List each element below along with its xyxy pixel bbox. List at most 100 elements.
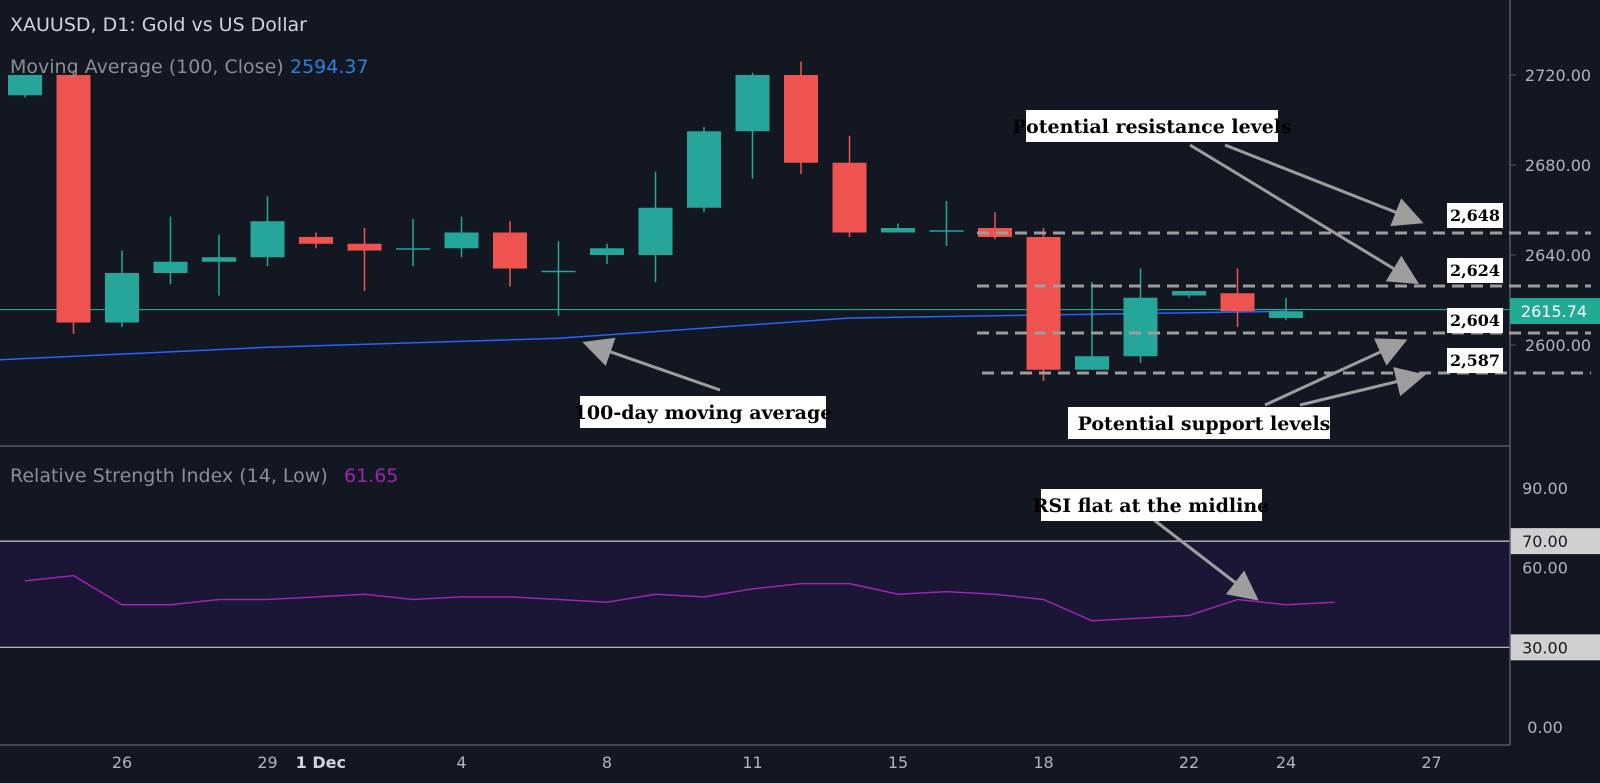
arrow-resistance-1: [1224, 143, 1424, 227]
arrow-ma: [582, 337, 721, 392]
axis-layer: 2720.002680.002640.002600.0090.0070.0060…: [112, 66, 1600, 772]
time-tick-label: 24: [1276, 753, 1296, 772]
candle: [1123, 268, 1158, 363]
level-label-2587: 2,587: [1450, 351, 1500, 370]
candle: [105, 250, 139, 327]
candle-body: [202, 257, 236, 262]
ma-layer: [0, 308, 1510, 361]
time-tick-label: 26: [112, 753, 132, 772]
candle: [493, 221, 527, 287]
time-tick-label: 15: [888, 753, 908, 772]
ma-label-box: [580, 396, 826, 428]
candle: [1269, 297, 1303, 321]
candle-body: [784, 75, 818, 163]
rsi-legend-label: Relative Strength Index (14, Low): [10, 465, 328, 487]
current-price-label: 2615.74: [1521, 302, 1587, 321]
candle-body: [590, 248, 624, 255]
arrow-support-2: [1299, 367, 1426, 407]
candle: [978, 212, 1012, 240]
level-box-2648: [1447, 203, 1503, 228]
level-box-2604: [1447, 308, 1503, 333]
candle-body: [444, 232, 479, 249]
rsi-tick-label: 0.00: [1527, 718, 1563, 737]
time-tick-label: 18: [1033, 753, 1053, 772]
candle-body: [1075, 356, 1109, 370]
ma-label: 100-day moving average: [574, 402, 833, 424]
ma-legend-value: 2594.37: [290, 56, 369, 78]
candle: [881, 223, 915, 233]
candle-body: [1123, 297, 1158, 357]
price-tick-label: 2680.00: [1525, 156, 1591, 175]
candle: [735, 72, 770, 179]
candle-body: [1026, 237, 1061, 370]
level-lines: [977, 231, 1591, 375]
rsi-label: RSI flat at the midline: [1033, 495, 1269, 517]
candle: [929, 201, 964, 246]
rsi-line: [24, 574, 1335, 622]
candle: [56, 70, 91, 334]
candle-body: [541, 270, 576, 273]
candle: [347, 228, 382, 291]
candle-body: [396, 248, 430, 250]
level-box-2624: [1447, 258, 1503, 283]
rsi-tick-label: 70.00: [1522, 532, 1568, 551]
candle: [638, 171, 673, 282]
candle-body: [250, 221, 285, 258]
candle-body: [1269, 311, 1303, 318]
level-box-2587: [1447, 348, 1503, 373]
candle: [832, 135, 867, 237]
rsi-band: [0, 541, 1510, 648]
candle-body: [347, 243, 382, 251]
time-tick-label: 4: [456, 753, 466, 772]
candle: [299, 232, 333, 249]
level-label-2624: 2,624: [1450, 261, 1500, 280]
candle: [687, 126, 721, 213]
candle: [590, 243, 624, 264]
candle: [784, 61, 818, 174]
candle-body: [832, 162, 867, 233]
candle: [250, 196, 285, 267]
time-tick-label: 1 Dec: [296, 753, 346, 772]
time-tick-label: 27: [1421, 753, 1441, 772]
price-tick-label: 2640.00: [1525, 246, 1591, 265]
current-price-tag: [1510, 298, 1600, 324]
candle-body: [8, 75, 42, 96]
candle-body: [56, 75, 91, 323]
chart-title: XAUUSD, D1: Gold vs US Dollar: [10, 14, 307, 36]
rsi-legend-value: 61.65: [344, 465, 398, 487]
support-label: Potential support levels: [1078, 413, 1331, 435]
candle: [541, 241, 576, 316]
candle-body: [299, 237, 333, 244]
support-label-box: [1068, 407, 1330, 439]
candle-body: [687, 131, 721, 208]
resistance-label-box: [1026, 110, 1278, 142]
candle-body: [1220, 293, 1255, 312]
arrow-rsi: [1153, 518, 1259, 601]
rsi-tick-label: 90.00: [1522, 479, 1568, 498]
candle-layer: [8, 61, 1303, 381]
candle-body: [105, 273, 139, 323]
rsi-tick-label: 30.00: [1522, 638, 1568, 657]
annotation-arrows: [582, 143, 1426, 601]
candle: [1075, 282, 1109, 370]
candle: [396, 219, 430, 267]
candle: [202, 234, 236, 296]
ma-legend-label: Moving Average (100, Close): [10, 56, 284, 78]
candle-body: [493, 232, 527, 269]
rsi-band-tag: [1510, 528, 1600, 555]
candle: [1172, 291, 1206, 298]
resistance-label: Potential resistance levels: [1012, 116, 1292, 138]
arrow-resistance-2: [1189, 143, 1420, 285]
candle: [1026, 228, 1061, 381]
rsi-layer: [0, 540, 1510, 648]
time-tick-label: 29: [257, 753, 277, 772]
candle-body: [978, 228, 1012, 237]
time-tick-label: 8: [602, 753, 612, 772]
candle: [8, 75, 42, 98]
candle: [153, 216, 188, 285]
candle: [1220, 268, 1255, 327]
rsi-label-box: [1041, 489, 1262, 521]
level-label-2604: 2,604: [1450, 311, 1500, 330]
candle: [444, 216, 479, 258]
